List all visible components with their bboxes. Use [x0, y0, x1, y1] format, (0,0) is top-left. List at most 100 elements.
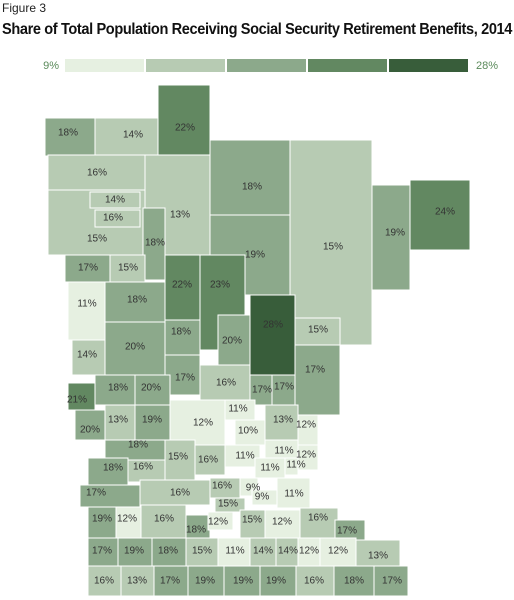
county-label: 12% [296, 420, 316, 431]
county-label: 17% [274, 382, 294, 393]
county [294, 317, 341, 346]
county [109, 254, 146, 283]
county-label: 20% [80, 425, 100, 436]
county [67, 281, 106, 341]
county-label: 18% [128, 440, 148, 451]
county [294, 344, 341, 416]
county-label: 15% [118, 263, 138, 274]
county-label: 9% [246, 483, 261, 494]
county [44, 117, 96, 157]
county [157, 84, 211, 166]
county-label: 16% [308, 513, 328, 524]
county [187, 565, 225, 597]
county-label: 9% [255, 492, 270, 503]
county-label: 10% [238, 426, 258, 437]
county [134, 404, 171, 441]
county-label: 11% [260, 463, 279, 474]
county-label: 11% [228, 404, 247, 415]
county [104, 404, 136, 441]
county-label: 16% [216, 378, 236, 389]
county [289, 139, 373, 346]
county-label: 16% [212, 481, 232, 492]
county-label: 13% [170, 210, 190, 221]
county-label: 18% [58, 128, 78, 139]
county-label: 11% [284, 489, 303, 500]
county [264, 509, 301, 539]
county-label: 18% [186, 525, 206, 536]
county-label: 15% [218, 499, 238, 510]
county [115, 506, 142, 539]
county-label: 11% [286, 460, 305, 471]
county-label: 16% [133, 462, 153, 473]
county [120, 565, 155, 597]
county-label: 24% [435, 207, 455, 218]
county [164, 319, 201, 356]
county [89, 191, 141, 209]
county [104, 321, 166, 376]
county [299, 507, 339, 539]
legend-swatch [65, 59, 144, 72]
county-label: 11% [235, 451, 254, 462]
county-label: 20% [125, 342, 145, 353]
county-label: 28% [263, 320, 283, 331]
county-label: 13% [127, 576, 147, 587]
county [164, 354, 201, 396]
county-label: 23% [210, 280, 230, 291]
county-label: 18% [242, 182, 262, 193]
county-label: 16% [87, 168, 107, 179]
county-label: 16% [103, 213, 123, 224]
county-label: 12% [296, 450, 316, 461]
county-label: 19% [195, 576, 215, 587]
county [217, 537, 251, 567]
county-label: 15% [87, 234, 107, 245]
county-label: 19% [266, 576, 286, 587]
county-label: 19% [245, 250, 265, 261]
county [409, 179, 471, 251]
county [153, 565, 189, 597]
county-label: 19% [385, 228, 405, 239]
county [259, 565, 297, 597]
county-label: 17% [252, 385, 272, 396]
legend-swatch [227, 59, 306, 72]
county-label: 18% [344, 576, 364, 587]
county-label: 17% [175, 373, 195, 384]
county [373, 565, 409, 597]
county-label: 14% [123, 130, 143, 141]
county [142, 207, 166, 281]
county [199, 364, 251, 401]
county [284, 457, 299, 476]
county [209, 139, 291, 216]
county-label: 17% [337, 526, 357, 537]
county [67, 382, 96, 411]
county [87, 506, 117, 539]
county-label: 13% [368, 551, 388, 562]
county-label: 18% [103, 463, 123, 474]
county [355, 539, 401, 567]
county-label: 13% [108, 415, 128, 426]
county [94, 209, 141, 228]
county-label: 16% [154, 514, 174, 525]
county-label: 11% [225, 546, 244, 557]
legend-swatch [146, 59, 225, 72]
county-label: 17% [382, 576, 402, 587]
county-label: 17% [160, 576, 180, 587]
county-label: 20% [141, 383, 161, 394]
county-label: 20% [222, 336, 242, 347]
county-label: 14% [105, 195, 125, 206]
county [94, 117, 161, 156]
legend-max: 28% [476, 60, 498, 72]
county-label: 19% [142, 415, 162, 426]
county-label: 12% [117, 514, 137, 525]
county-label: 16% [304, 576, 324, 587]
county-label: 19% [233, 576, 253, 587]
county [217, 314, 251, 366]
county [264, 404, 299, 441]
county-label: 11% [274, 446, 293, 457]
county [276, 477, 311, 509]
county-label: 22% [175, 123, 195, 134]
county [224, 444, 261, 468]
figure-label: Figure 3 [2, 1, 46, 15]
county-label: 12% [208, 517, 228, 528]
county-label: 19% [124, 546, 144, 557]
